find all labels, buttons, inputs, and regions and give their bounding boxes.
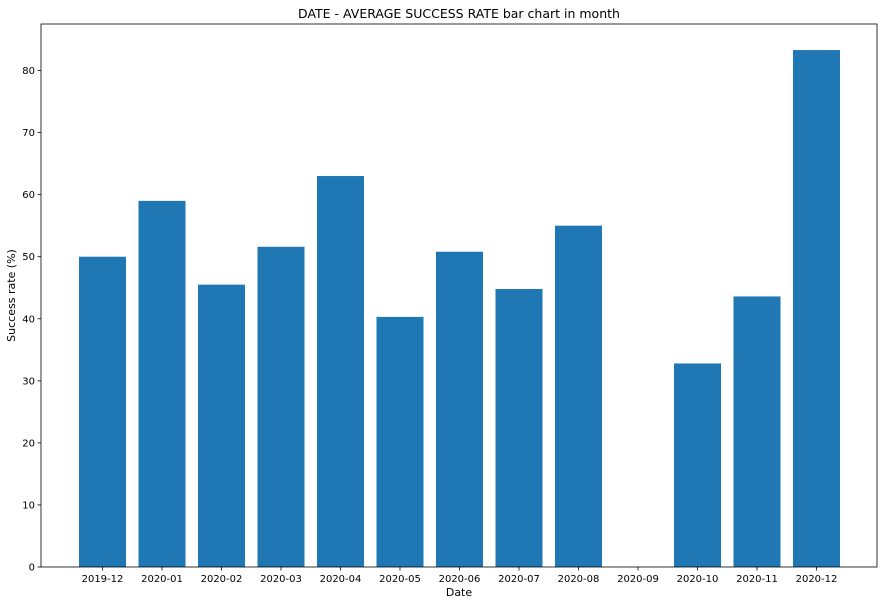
y-tick-label-50: 50 bbox=[22, 252, 35, 263]
bar-2020-03 bbox=[257, 246, 305, 568]
x-tick-label-2020-06: 2020-06 bbox=[439, 574, 481, 585]
x-tick-label-2019-12: 2019-12 bbox=[82, 574, 124, 585]
bar-2020-07 bbox=[495, 288, 543, 567]
bars-layer bbox=[79, 50, 840, 568]
y-tick-label-60: 60 bbox=[22, 190, 35, 201]
x-tick-label-2020-08: 2020-08 bbox=[558, 574, 600, 585]
x-tick-label-2020-05: 2020-05 bbox=[379, 574, 421, 585]
x-tick-label-2020-12: 2020-12 bbox=[796, 574, 838, 585]
x-tick-label-2020-09: 2020-09 bbox=[617, 574, 659, 585]
bar-2020-08 bbox=[555, 225, 602, 567]
bar-2020-10 bbox=[674, 363, 721, 567]
y-tick-label-0: 0 bbox=[29, 563, 35, 574]
y-tick-label-80: 80 bbox=[22, 66, 35, 77]
y-tick-label-20: 20 bbox=[22, 438, 35, 449]
y-tick-label-30: 30 bbox=[22, 376, 35, 387]
x-tick-label-2020-02: 2020-02 bbox=[201, 574, 243, 585]
y-tick-label-40: 40 bbox=[22, 314, 35, 325]
x-tick-label-2020-04: 2020-04 bbox=[320, 574, 362, 585]
y-axis: 0 10 20 30 40 50 60 70 80 bbox=[22, 66, 41, 574]
bar-2020-06 bbox=[436, 251, 483, 567]
y-axis-label: Success rate (%) bbox=[5, 249, 18, 342]
y-tick-label-70: 70 bbox=[22, 128, 35, 139]
x-tick-label-2020-03: 2020-03 bbox=[260, 574, 302, 585]
plot-frame bbox=[40, 23, 878, 568]
bar-2020-11 bbox=[733, 296, 781, 567]
y-tick-label-10: 10 bbox=[22, 500, 35, 511]
x-tick-label-2020-07: 2020-07 bbox=[498, 574, 540, 585]
bar-2020-04 bbox=[317, 176, 364, 568]
chart-title: DATE - AVERAGE SUCCESS RATE bar chart in… bbox=[298, 6, 620, 21]
x-axis: 2019-12 2020-01 2020-02 2020-03 2020-04 2020-… bbox=[82, 567, 838, 585]
x-tick-label-2020-10: 2020-10 bbox=[677, 574, 719, 585]
bar-2020-01 bbox=[138, 200, 186, 568]
x-axis-label: Date bbox=[446, 586, 473, 599]
bar-2020-02 bbox=[198, 284, 245, 567]
x-tick-label-2020-01: 2020-01 bbox=[141, 574, 183, 585]
bar-2020-12 bbox=[793, 50, 840, 568]
x-tick-label-2020-11: 2020-11 bbox=[736, 574, 778, 585]
bar-2020-05 bbox=[376, 316, 424, 567]
bar-2019-12 bbox=[79, 256, 126, 567]
